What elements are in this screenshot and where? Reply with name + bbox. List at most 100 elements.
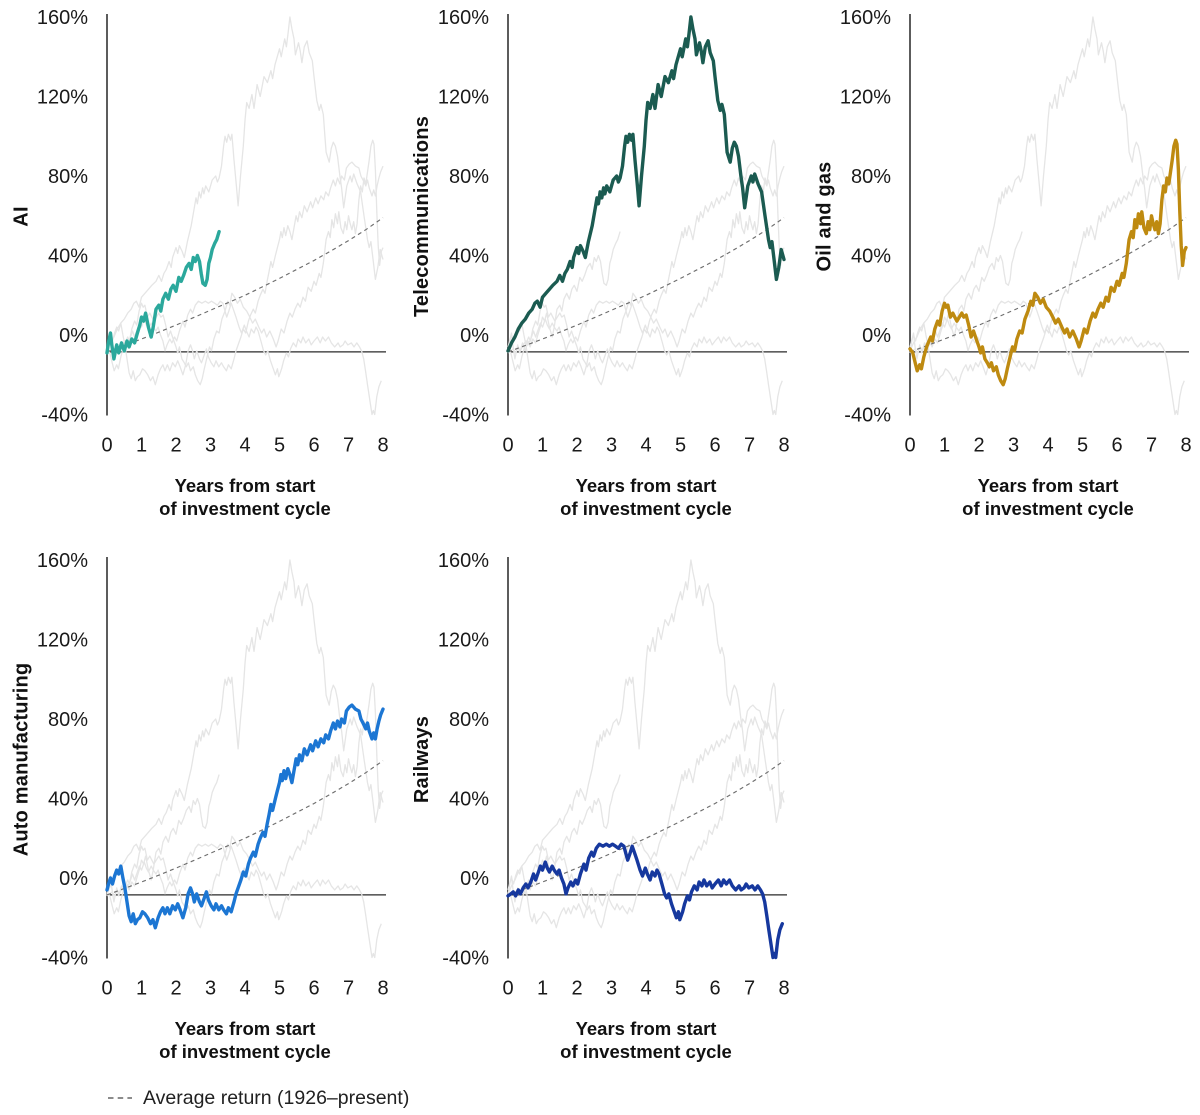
x-tick-label: 0 <box>502 435 513 457</box>
muted-series-telecommunications <box>507 559 785 895</box>
x-tick-label: 3 <box>1008 435 1019 457</box>
y-tick-label: 0% <box>59 868 88 890</box>
x-tick-label: 1 <box>537 978 548 1000</box>
y-tick-label: 40% <box>851 246 891 268</box>
x-tick-label: 2 <box>170 978 181 1000</box>
x-tick-label: 2 <box>571 435 582 457</box>
y-tick-label: 0% <box>862 325 891 347</box>
panel-auto-manufacturing: Auto manufacturing 160% 120% 80% 40% 0% -40% 0… <box>0 543 397 1073</box>
y-tick-label: 40% <box>48 246 88 268</box>
x-axis-title: Years from start of investment cycle <box>508 475 784 520</box>
panel-oil-and-gas: Oil and gas 160% 120% 80% 40% 0% -40% 0 1 2 3 4 5 6 7… <box>803 0 1200 530</box>
muted-series-railways <box>507 300 783 416</box>
chart-plot-railways: 160% 120% 80% 40% 0% -40% 0 1 2 3 4 5 6 7 8 <box>438 550 790 1000</box>
x-tick-label: 8 <box>778 978 789 1000</box>
muted-series-railways <box>106 300 382 416</box>
panel-ai: AI 160% 120% 80% 40% 0% -40% 0 1 2 3 4 5 6 7 8 Years f… <box>0 0 397 530</box>
x-tick-label: 4 <box>1042 435 1053 457</box>
y-tick-label: 0% <box>59 325 88 347</box>
highlight-series-oil_and_gas <box>908 138 1188 387</box>
chart-plot-telecommunications: 160% 120% 80% 40% 0% -40% 0 1 2 3 4 5 6 7 8 <box>438 7 790 457</box>
y-tick-label: 80% <box>449 166 489 188</box>
y-tick-label: 0% <box>460 325 489 347</box>
x-tick-label: 1 <box>136 435 147 457</box>
x-axis-title-line2: of investment cycle <box>962 497 1134 519</box>
muted-series-railways <box>106 843 382 959</box>
y-tick-label: -40% <box>844 405 891 427</box>
muted-series-ai <box>507 774 621 903</box>
x-tick-label: 8 <box>377 978 388 1000</box>
panel-telecommunications: Telecommunications 160% 120% 80% 40% 0% -40% 0… <box>401 0 798 530</box>
x-tick-label: 7 <box>744 978 755 1000</box>
chart-plot-ai: 160% 120% 80% 40% 0% -40% 0 1 2 3 4 5 6 7 8 <box>37 7 389 457</box>
muted-series-ai <box>507 231 621 360</box>
x-tick-label: 0 <box>904 435 915 457</box>
y-tick-label: -40% <box>41 405 88 427</box>
x-tick-label: 6 <box>1111 435 1122 457</box>
x-axis-title-line1: Years from start <box>174 1018 316 1039</box>
x-tick-label: 0 <box>502 978 513 1000</box>
x-axis-title: Years from start of investment cycle <box>508 1018 784 1063</box>
muted-series-oil_and_gas <box>507 139 785 386</box>
legend: Average return (1926–present) <box>107 1086 409 1110</box>
legend-label: Average return (1926–present) <box>143 1086 410 1109</box>
x-tick-label: 3 <box>205 435 216 457</box>
x-axis-title: Years from start of investment cycle <box>910 475 1186 520</box>
x-tick-label: 2 <box>170 435 181 457</box>
y-tick-label: 120% <box>37 630 88 652</box>
y-tick-label: -40% <box>41 948 88 970</box>
y-tick-label: 160% <box>438 7 489 29</box>
y-tick-label: -40% <box>442 948 489 970</box>
x-axis-title-line1: Years from start <box>575 475 717 496</box>
highlight-series-auto_manufacturing <box>105 703 385 930</box>
x-tick-label: 8 <box>377 435 388 457</box>
x-tick-label: 4 <box>239 978 250 1000</box>
x-axis-title-line2: of investment cycle <box>159 497 331 519</box>
chart-plot-auto-manufacturing: 160% 120% 80% 40% 0% -40% 0 1 2 3 4 5 6 7 8 <box>37 550 389 1000</box>
y-tick-label: 120% <box>840 87 891 109</box>
x-tick-label: 0 <box>101 978 112 1000</box>
x-tick-label: 3 <box>606 435 617 457</box>
y-tick-label: 80% <box>48 709 88 731</box>
muted-series-oil_and_gas <box>106 682 384 929</box>
y-tick-label: 0% <box>460 868 489 890</box>
muted-series-auto_manufacturing <box>909 161 1187 386</box>
y-tick-label: 120% <box>37 87 88 109</box>
y-tick-label: 160% <box>840 7 891 29</box>
y-tick-label: 40% <box>48 789 88 811</box>
y-tick-label: 160% <box>37 550 88 572</box>
x-tick-label: 6 <box>308 435 319 457</box>
x-tick-label: 2 <box>973 435 984 457</box>
y-tick-label: 120% <box>438 630 489 652</box>
muted-series-telecommunications <box>106 16 384 352</box>
x-tick-label: 4 <box>239 435 250 457</box>
x-tick-label: 5 <box>274 435 285 457</box>
muted-series-oil_and_gas <box>106 139 384 386</box>
x-tick-label: 6 <box>308 978 319 1000</box>
y-tick-label: 160% <box>37 7 88 29</box>
x-tick-label: 5 <box>675 435 686 457</box>
x-tick-label: 7 <box>343 978 354 1000</box>
x-tick-label: 1 <box>136 978 147 1000</box>
x-tick-label: 6 <box>709 435 720 457</box>
x-axis-title-line1: Years from start <box>174 475 316 496</box>
y-tick-label: 120% <box>438 87 489 109</box>
x-tick-label: 1 <box>537 435 548 457</box>
panel-railways: Railways 160% 120% 80% 40% 0% -40% 0 1 2 3 4 5 6 7 8 Y… <box>401 543 798 1073</box>
y-tick-label: 160% <box>438 550 489 572</box>
muted-series-auto_manufacturing <box>507 161 785 386</box>
muted-series-telecommunications <box>909 16 1187 352</box>
x-tick-label: 8 <box>1180 435 1191 457</box>
x-tick-label: 0 <box>101 435 112 457</box>
highlight-series-telecommunications <box>506 15 786 353</box>
highlight-series-railways <box>506 842 784 960</box>
y-tick-label: -40% <box>442 405 489 427</box>
x-axis-title-line2: of investment cycle <box>560 497 732 519</box>
x-axis-title-line2: of investment cycle <box>159 1040 331 1062</box>
x-tick-label: 6 <box>709 978 720 1000</box>
y-tick-label: 80% <box>449 709 489 731</box>
x-tick-label: 3 <box>205 978 216 1000</box>
x-axis-title: Years from start of investment cycle <box>107 1018 383 1063</box>
muted-series-oil_and_gas <box>507 682 785 929</box>
x-tick-label: 7 <box>1146 435 1157 457</box>
